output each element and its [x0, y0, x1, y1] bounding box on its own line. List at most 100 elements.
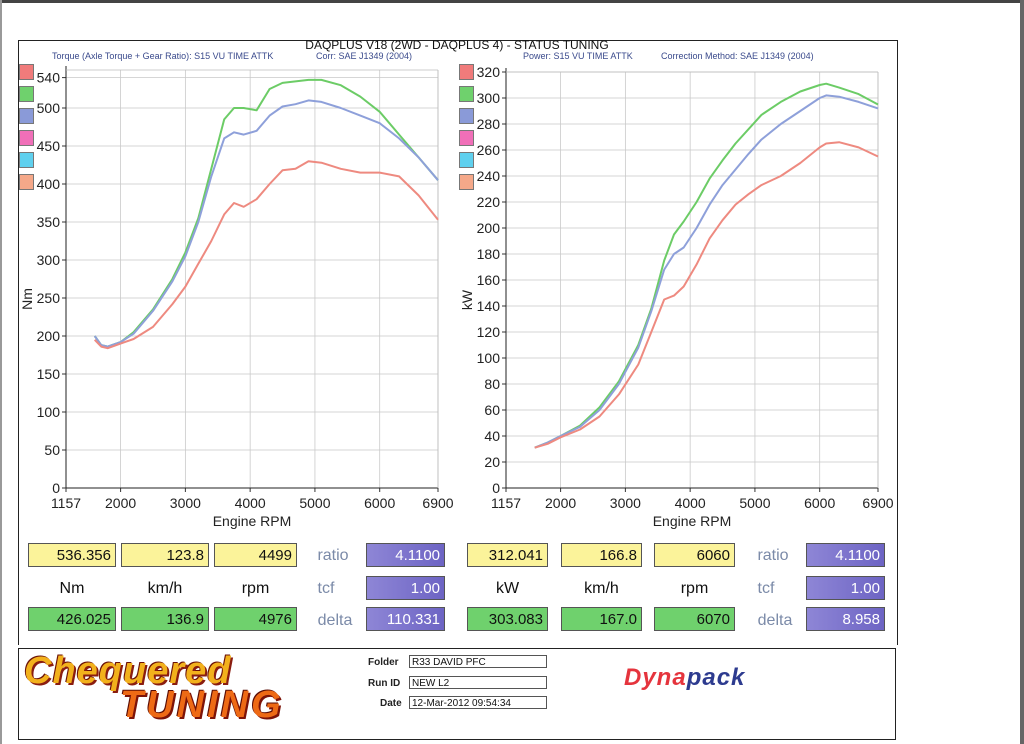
unit-rpm: rpm: [241, 580, 270, 597]
torque-ytick-label: 200: [37, 328, 61, 344]
torque-correction: Corr: SAE J1349 (2004): [316, 51, 413, 61]
dynapack-logo-a: Dyna: [624, 664, 687, 691]
torque-ytick-label: 540: [37, 70, 61, 86]
dynapack-logo-b: pack: [686, 664, 746, 691]
legend-swatch-2: [19, 86, 34, 102]
sheet-edge-right: [1020, 0, 1024, 744]
power-cur-kmh: 167.0: [561, 607, 642, 631]
power-xtick-label: 5000: [739, 495, 770, 511]
torque-ytick-label: 500: [37, 100, 61, 116]
legend-swatch-1: [459, 64, 474, 80]
tcf-label: tcf: [317, 580, 335, 597]
torque-ytick-label: 100: [37, 404, 61, 420]
torque-xtick-label: 5000: [299, 495, 330, 511]
power-max-value: 312.041: [467, 543, 548, 567]
date-value: 12-Mar-2012 09:54:34: [409, 696, 547, 709]
chequered-logo-text: Chequered: [24, 650, 232, 692]
power-xtick-label: 3000: [610, 495, 641, 511]
tcf-value: 1.00: [806, 576, 885, 600]
torque-xtick-label: 6000: [364, 495, 395, 511]
legend-swatch-6: [19, 174, 34, 190]
delta-value: 8.958: [806, 607, 885, 631]
ratio-label: ratio: [317, 547, 349, 564]
legend-swatch-3: [19, 108, 34, 124]
power-ytick-label: 220: [477, 194, 501, 210]
power-xtick-label: 2000: [545, 495, 576, 511]
power-ytick-label: 120: [477, 324, 501, 340]
power-ytick-label: 20: [484, 454, 500, 470]
torque-xtick-label: 4000: [235, 495, 266, 511]
torque-ytick-label: 250: [37, 290, 61, 306]
torque-xtick-label: 2000: [105, 495, 136, 511]
power-y-axis-label: kW: [459, 289, 475, 310]
ratio-value: 4.1100: [806, 543, 885, 567]
unit-nm: Nm: [59, 580, 85, 597]
legend-swatch-4: [459, 130, 474, 146]
tuning-logo-text: TUNING: [120, 684, 284, 726]
torque-ytick-label: 400: [37, 176, 61, 192]
power-cur-rpm: 6070: [654, 607, 735, 631]
tcf-label: tcf: [757, 580, 775, 597]
power-ytick-label: 180: [477, 246, 501, 262]
torque-subtitle: Torque (Axle Torque + Gear Ratio): S15 V…: [52, 51, 274, 61]
folder-value: R33 DAVID PFC: [409, 655, 547, 668]
page-title: DAQPLUS V18 (2WD - DAQPLUS 4) - STATUS T…: [305, 38, 609, 52]
power-cur-value: 303.083: [467, 607, 548, 631]
torque-max-rpm: 4499: [214, 543, 297, 567]
folder-label: Folder: [368, 657, 399, 668]
power-ytick-label: 140: [477, 298, 501, 314]
legend-swatch-6: [459, 174, 474, 190]
power-ytick-label: 100: [477, 350, 501, 366]
power-ytick-label: 280: [477, 116, 501, 132]
torque-cur-kmh: 136.9: [121, 607, 209, 631]
torque-cur-value: 426.025: [28, 607, 116, 631]
power-max-rpm: 6060: [654, 543, 735, 567]
torque-x-axis-label: Engine RPM: [213, 513, 292, 529]
delta-label: delta: [757, 612, 793, 629]
delta-value: 110.331: [366, 607, 445, 631]
legend-swatch-3: [459, 108, 474, 124]
torque-ytick-label: 0: [52, 480, 60, 496]
legend-swatch-1: [19, 64, 34, 80]
unit-kmh: km/h: [147, 580, 183, 597]
footer-panel: [18, 648, 896, 740]
unit-kmh: km/h: [584, 580, 619, 597]
power-xtick-label: 6000: [804, 495, 835, 511]
power-max-kmh: 166.8: [561, 543, 642, 567]
power-ytick-label: 40: [484, 428, 500, 444]
torque-ytick-label: 50: [44, 442, 60, 458]
torque-ytick-label: 350: [37, 214, 61, 230]
torque-xtick-label: 3000: [170, 495, 201, 511]
power-series-line-3: [534, 141, 879, 449]
power-ytick-label: 300: [477, 90, 501, 106]
torque-xtick-label: 1157: [51, 495, 81, 511]
legend-swatch-5: [459, 152, 474, 168]
power-series-line-1: [534, 82, 879, 449]
power-subtitle: Power: S15 VU TIME ATTK: [523, 51, 633, 61]
power-ytick-label: 80: [484, 376, 500, 392]
power-ytick-label: 60: [484, 402, 500, 418]
legend-swatch-5: [19, 152, 34, 168]
unit-kw: kW: [495, 580, 520, 597]
power-ytick-label: 260: [477, 142, 501, 158]
delta-label: delta: [317, 612, 353, 629]
torque-cur-rpm: 4976: [214, 607, 297, 631]
runid-value: NEW L2: [409, 676, 547, 689]
sheet-edge-left: [0, 0, 2, 744]
power-ytick-label: 200: [477, 220, 501, 236]
torque-ytick-label: 150: [37, 366, 61, 382]
power-ytick-label: 240: [477, 168, 501, 184]
legend-swatch-2: [459, 86, 474, 102]
torque-legend: [19, 64, 34, 196]
torque-max-value: 536.356: [28, 543, 116, 567]
torque-series-line-2: [93, 99, 439, 348]
power-ytick-label: 160: [477, 272, 501, 288]
legend-swatch-4: [19, 130, 34, 146]
torque-max-kmh: 123.8: [121, 543, 209, 567]
power-x-axis-label: Engine RPM: [653, 513, 732, 529]
runid-label: Run ID: [368, 678, 401, 689]
torque-ytick-label: 300: [37, 252, 61, 268]
unit-rpm: rpm: [680, 580, 709, 597]
power-ytick-label: 0: [492, 480, 500, 496]
